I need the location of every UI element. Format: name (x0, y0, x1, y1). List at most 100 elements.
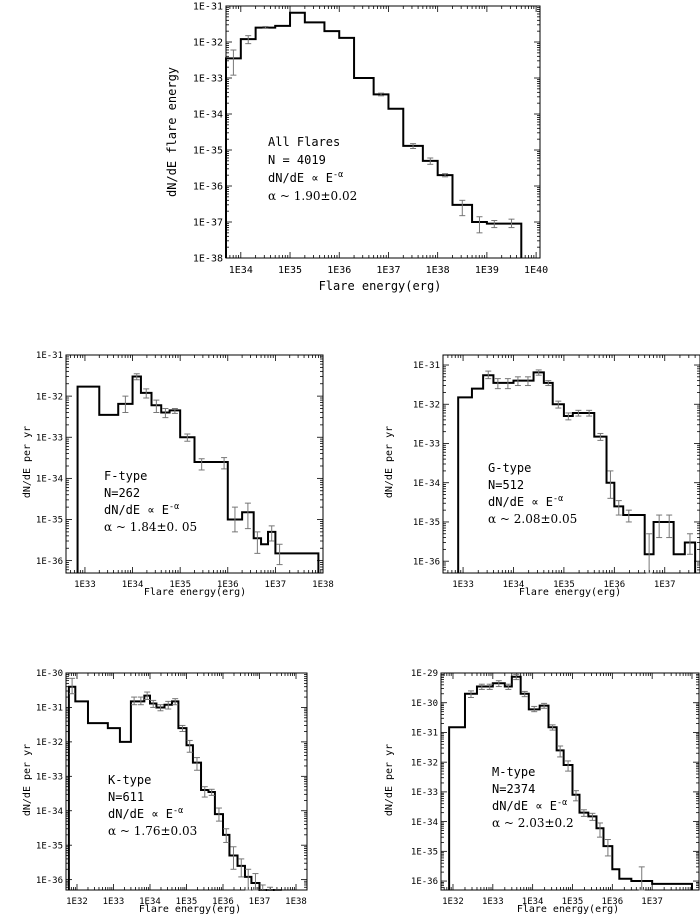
error-bar (131, 696, 138, 706)
error-bar (137, 696, 144, 706)
panel-f-type: Flare energy(erg) dN/dE per yr 1E33 1E34 1… (22, 351, 334, 598)
error-bar (646, 533, 653, 574)
error-bar (378, 92, 385, 97)
x-tick-label: 1E32 (442, 897, 464, 907)
x-axis-title: Flare energy(erg) (517, 904, 619, 915)
y-tick-label: 1E-36 (36, 876, 63, 886)
y-tick-label: 1E-32 (36, 738, 63, 748)
x-tick-label: 1E33 (74, 580, 96, 590)
error-bar (565, 412, 572, 421)
error-bar (478, 683, 485, 690)
error-bar (268, 525, 275, 542)
panel-k-type: Flare energy(erg) dN/dE per yr 1E32 1E33 1… (22, 669, 308, 915)
error-bar (230, 846, 237, 870)
y-tick-label: 1E-33 (36, 433, 63, 443)
annotation-powerlaw: dN/dE ∝ E-α (268, 169, 343, 185)
error-bar (625, 509, 632, 523)
error-bar (514, 376, 521, 387)
error-bar (153, 399, 160, 413)
error-bar (486, 683, 493, 690)
x-tick-label: 1E32 (66, 897, 88, 907)
error-bar (513, 673, 520, 681)
error-bar (572, 790, 579, 802)
error-bar (254, 531, 261, 554)
error-bar (521, 690, 528, 698)
error-bar (238, 858, 245, 878)
x-tick-label: 1E40 (524, 265, 548, 276)
error-bar (230, 49, 237, 76)
error-bar (193, 757, 200, 771)
error-bar (252, 873, 259, 891)
x-tick-label: 1E37 (265, 580, 287, 590)
error-bar (184, 433, 191, 442)
error-bar (208, 788, 215, 796)
y-tick-label: 1E-31 (193, 2, 223, 13)
y-tick-label: 1E-30 (411, 699, 438, 709)
error-bar (157, 704, 164, 712)
error-bar (656, 514, 663, 539)
x-tick-label: 1E36 (603, 580, 625, 590)
y-tick-label: 1E-29 (411, 669, 438, 679)
error-bar (442, 173, 449, 178)
error-bar (476, 216, 483, 234)
error-bar (231, 506, 238, 533)
annotation-label: K-type (108, 773, 151, 787)
y-tick-label: 1E-37 (193, 218, 223, 229)
panel-m-type: Flare energy(erg) dN/dE per yr 1E32 1E33 1… (384, 669, 700, 915)
annotation-count: N=2374 (492, 782, 535, 796)
annotation-powerlaw: dN/dE ∝ E-α (488, 493, 563, 509)
annotation-label: M-type (492, 765, 535, 779)
error-bar (555, 400, 562, 409)
x-tick-label: 1E33 (482, 897, 504, 907)
error-bar (122, 395, 129, 413)
x-tick-label: 1E34 (139, 897, 161, 907)
error-bar (565, 760, 572, 772)
error-bar (276, 543, 283, 566)
x-tick-label: 1E37 (654, 580, 676, 590)
histogram-step-line (448, 675, 693, 890)
x-tick-label: 1E36 (601, 897, 623, 907)
error-bar (221, 457, 228, 470)
annotation-count: N=262 (104, 486, 140, 500)
error-bar (607, 470, 614, 499)
error-bar (172, 698, 179, 706)
error-bar (459, 199, 466, 217)
annotation-count: N=611 (108, 790, 144, 804)
y-tick-label: 1E-31 (36, 704, 63, 714)
y-tick-label: 1E-34 (193, 110, 223, 121)
y-tick-label: 1E-38 (193, 254, 223, 265)
error-bar (596, 822, 603, 838)
x-tick-label: 1E34 (503, 580, 525, 590)
annotation-alpha: α ~ 1.84±0. 05 (104, 520, 197, 534)
panel-g-type: Flare energy(erg) dN/dE per yr 1E33 1E34 1… (384, 354, 700, 598)
error-bar (262, 25, 269, 29)
error-bar (69, 677, 76, 695)
x-tick-label: 1E34 (229, 265, 253, 276)
error-bar (171, 408, 178, 414)
error-bar (531, 705, 538, 713)
x-tick-label: 1E34 (122, 580, 144, 590)
error-bar (638, 866, 645, 891)
y-axis-title: dN/dE per yr (22, 426, 33, 498)
error-bar (491, 220, 498, 229)
annotation-label: F-type (104, 469, 147, 483)
y-tick-label: 1E-33 (193, 74, 223, 85)
x-axis-title: Flare energy(erg) (519, 587, 621, 598)
annotation-count: N = 4019 (268, 153, 326, 167)
annotation-alpha: α ~ 1.76±0.03 (108, 824, 197, 838)
error-bar (615, 500, 622, 516)
y-tick-label: 1E-32 (411, 758, 438, 768)
y-axis-title: dN/dE per yr (384, 426, 395, 498)
y-tick-label: 1E-31 (411, 729, 438, 739)
annotation-alpha: α ~ 1.90±0.02 (268, 189, 357, 203)
annotation-alpha: α ~ 2.03±0.2 (492, 816, 574, 830)
x-tick-label: 1E38 (426, 265, 450, 276)
error-bar (266, 886, 273, 891)
annotation-alpha: α ~ 2.08±0.05 (488, 512, 577, 526)
plot-frame (65, 672, 308, 891)
error-bar (589, 812, 596, 821)
x-tick-label: 1E37 (249, 897, 271, 907)
x-tick-label: 1E36 (217, 580, 239, 590)
error-bar (580, 809, 587, 817)
